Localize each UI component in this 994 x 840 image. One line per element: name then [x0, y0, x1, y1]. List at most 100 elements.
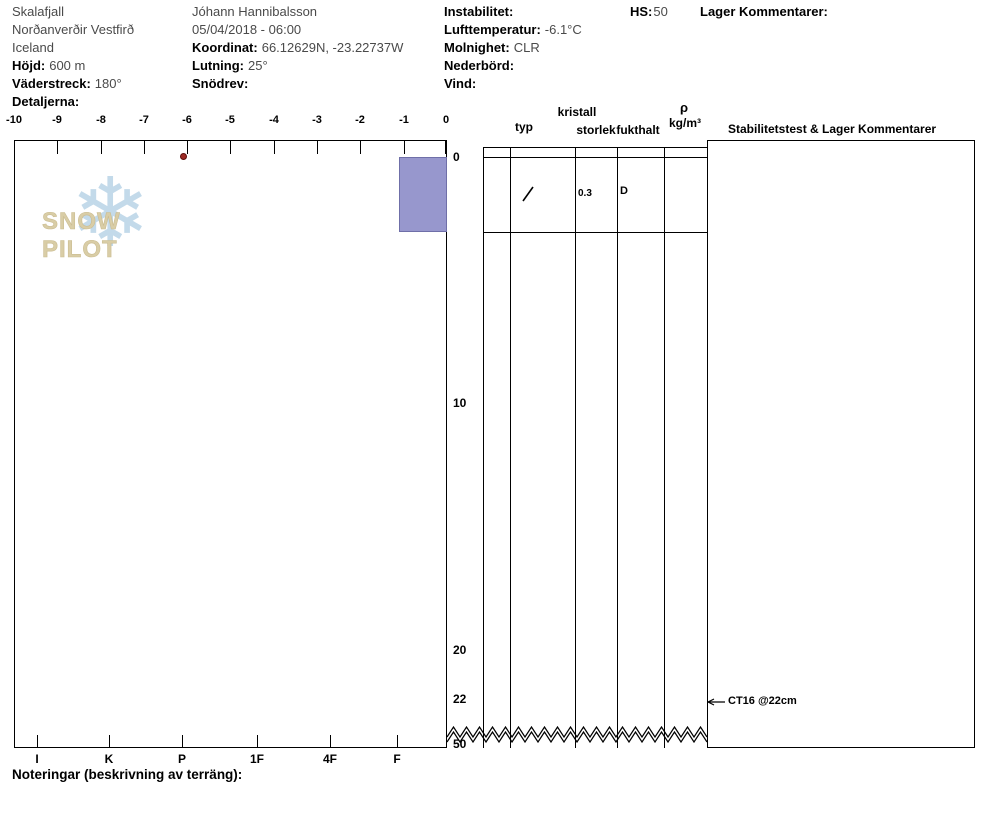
table-top-line — [483, 147, 707, 148]
table-vline — [510, 147, 511, 748]
aspect-value: 180° — [94, 76, 122, 91]
axis-tick — [144, 141, 145, 154]
instability-label: Instabilitet: — [444, 4, 514, 19]
slope-row: Lutning: 25° — [192, 58, 268, 73]
hardness-tick-label: I — [35, 752, 39, 766]
axis-tick — [230, 141, 231, 154]
air-temp-value: -6.1°C — [544, 22, 582, 37]
profile-plot-area — [14, 140, 447, 748]
table-vline — [575, 147, 576, 748]
aspect-row: Väderstreck: 180° — [12, 76, 122, 91]
axis-tick — [330, 735, 331, 747]
temp-tick-label: -3 — [312, 114, 322, 126]
col-header-storlek: storlek — [576, 123, 616, 137]
site-name: Skalafjall — [12, 4, 65, 19]
axis-tick — [257, 735, 258, 747]
stability-comments-area — [707, 140, 975, 748]
col-header-density-symbol: ρ — [679, 100, 689, 115]
hardness-tick-label: 1F — [249, 752, 264, 766]
axis-tick — [445, 141, 446, 154]
table-vline — [664, 147, 665, 748]
snow-layer-bar — [399, 157, 447, 232]
axis-tick — [360, 141, 361, 154]
axis-tick — [317, 141, 318, 154]
details-row: Detaljerna: — [12, 94, 79, 109]
axis-tick — [101, 141, 102, 154]
temp-tick-label: -6 — [182, 114, 192, 126]
coordinates-label: Koordinat: — [192, 40, 258, 55]
wind-row: Vind: — [444, 76, 476, 91]
depth-tick-label: 0 — [453, 150, 460, 164]
col-header-fukthalt: fukthalt — [616, 123, 660, 137]
snowflake-icon: ❄ — [70, 160, 151, 267]
elevation-row: Höjd: 600 m — [12, 58, 85, 73]
snow-height-row: HS:50 — [630, 4, 668, 19]
axis-tick — [37, 735, 38, 747]
temp-tick-label: -9 — [52, 114, 62, 126]
grain-size-value: 0.3 — [578, 188, 592, 199]
coordinates-value: 66.12629N, -23.22737W — [261, 40, 404, 55]
elevation-label: Höjd: — [12, 58, 46, 73]
depth-tick-label: 10 — [453, 396, 467, 410]
temp-tick-label: -7 — [139, 114, 149, 126]
sky-row: Molnighet: CLR — [444, 40, 540, 55]
site-country: Iceland — [12, 40, 54, 55]
hs-value: 50 — [653, 4, 668, 19]
temp-tick-label: -1 — [399, 114, 409, 126]
hardness-tick-label: P — [177, 752, 186, 766]
temp-tick-label: -2 — [355, 114, 365, 126]
layer-comments-header: Lager Kommentarer: — [700, 4, 828, 19]
wind-label: Vind: — [444, 76, 477, 91]
grain-type-icon — [522, 186, 534, 202]
notes-label: Noteringar (beskrivning av terräng): — [12, 767, 243, 782]
slope-label: Lutning: — [192, 58, 244, 73]
coordinates-row: Koordinat: 66.12629N, -23.22737W — [192, 40, 403, 55]
drift-row: Snödrev: — [192, 76, 248, 91]
depth-tick-label: 22 — [453, 692, 467, 706]
hardness-tick-label: K — [104, 752, 114, 766]
hardness-tick-label: F — [393, 752, 401, 766]
logo-text: SNOW PILOT — [42, 208, 121, 264]
instability-row: Instabilitet: — [444, 4, 513, 19]
axis-tick — [274, 141, 275, 154]
temp-tick-label: 0 — [442, 114, 450, 126]
details-label: Detaljerna: — [12, 94, 80, 109]
sky-label: Molnighet: — [444, 40, 510, 55]
axis-tick — [397, 735, 398, 747]
snowpilot-logo: ❄ SNOW PILOT — [42, 166, 202, 272]
stability-test-result: CT16 @22cm — [728, 695, 797, 707]
precip-row: Nederbörd: — [444, 58, 514, 73]
aspect-label: Väderstreck: — [12, 76, 91, 91]
hardness-tick-label: 4F — [322, 752, 337, 766]
hs-label: HS: — [630, 4, 653, 19]
layer-boundary-line — [483, 232, 707, 233]
observation-datetime: 05/04/2018 - 06:00 — [192, 22, 302, 37]
site-region: Norðanverðir Vestfirð — [12, 22, 135, 37]
precip-label: Nederbörd: — [444, 58, 515, 73]
col-header-stability: Stabilitetstest & Lager Kommentarer — [728, 122, 937, 136]
axis-tick — [404, 141, 405, 154]
drift-label: Snödrev: — [192, 76, 249, 91]
layer-boundary-line — [483, 157, 707, 158]
sky-value: CLR — [513, 40, 540, 55]
table-vline — [617, 147, 618, 748]
axis-tick — [14, 141, 15, 154]
depth-tick-label: 50 — [453, 737, 467, 751]
arrow-left-icon — [707, 698, 725, 706]
axis-tick — [187, 141, 188, 154]
axis-tick — [57, 141, 58, 154]
layer-comments-label: Lager Kommentarer: — [700, 4, 828, 19]
temp-tick-label: -10 — [6, 114, 22, 126]
depth-break-zigzag — [446, 725, 708, 744]
air-temp-label: Lufttemperatur: — [444, 22, 541, 37]
moisture-value: D — [620, 185, 628, 197]
temp-tick-label: -8 — [96, 114, 106, 126]
slope-value: 25° — [247, 58, 268, 73]
temp-tick-label: -5 — [225, 114, 235, 126]
elevation-value: 600 m — [49, 58, 86, 73]
air-temp-row: Lufttemperatur: -6.1°C — [444, 22, 582, 37]
col-header-typ: typ — [515, 120, 533, 134]
depth-tick-label: 20 — [453, 643, 467, 657]
temperature-point — [180, 153, 187, 160]
